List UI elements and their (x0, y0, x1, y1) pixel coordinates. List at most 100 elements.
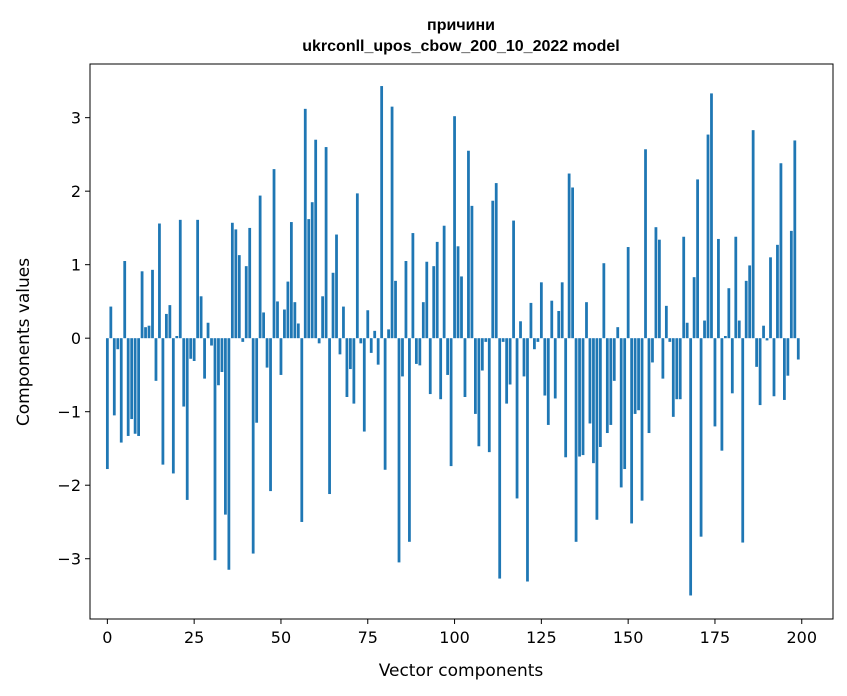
bar (185, 338, 189, 500)
bar (644, 149, 647, 339)
bar (605, 338, 609, 434)
x-tick-label: 200 (786, 628, 817, 647)
bar (658, 239, 661, 339)
bar (567, 173, 571, 339)
bar (609, 338, 613, 425)
bar (550, 300, 554, 339)
bar (342, 306, 345, 339)
bar (543, 338, 547, 396)
bar (345, 338, 349, 397)
bar (651, 338, 654, 363)
bar (171, 338, 175, 474)
bar (217, 338, 220, 386)
bar (654, 227, 658, 339)
bar (553, 338, 557, 399)
chart-title: причини (427, 17, 495, 34)
x-tick-label: 125 (526, 628, 557, 647)
bar (112, 338, 116, 416)
bar (369, 338, 373, 353)
bar (578, 338, 581, 457)
bar (418, 338, 422, 366)
bar (119, 338, 123, 443)
y-tick-label: 2 (71, 182, 81, 201)
bar (546, 338, 550, 425)
bar (671, 338, 675, 417)
bar (710, 93, 713, 339)
bar (133, 338, 137, 434)
bar (126, 338, 130, 436)
bar (713, 338, 717, 427)
bar (491, 200, 495, 339)
bar (453, 116, 456, 339)
bar (675, 338, 679, 400)
bar (533, 338, 536, 350)
bar (414, 338, 418, 364)
bar (390, 106, 394, 339)
bar (612, 338, 616, 381)
bar (692, 277, 696, 339)
bar (571, 187, 574, 339)
bar (456, 246, 460, 339)
bar (182, 338, 186, 407)
bar (501, 338, 505, 342)
bar (734, 236, 738, 339)
bar (220, 338, 224, 372)
bar (189, 338, 193, 359)
bar (539, 282, 543, 339)
plot-frame (89, 63, 834, 620)
x-tick-label: 100 (439, 628, 470, 647)
bar (404, 261, 408, 339)
bar (178, 219, 182, 339)
bar (758, 338, 762, 406)
chart-subtitle: ukrconll_upos_cbow_200_10_2022 model (302, 38, 619, 55)
bar (289, 222, 293, 339)
bar (762, 325, 765, 339)
y-axis-label: Components values (14, 258, 34, 426)
bar (730, 338, 734, 394)
x-tick-label: 75 (358, 628, 378, 647)
bar (581, 338, 585, 456)
bar (470, 205, 474, 339)
bar (783, 338, 786, 400)
bar (161, 338, 165, 465)
bar (595, 338, 599, 520)
bar (335, 234, 338, 339)
bar (192, 338, 196, 361)
bar (293, 302, 297, 339)
bar (626, 247, 630, 339)
bar (425, 261, 429, 339)
y-tick-label: 1 (71, 256, 81, 275)
bar (359, 338, 363, 344)
y-tick-label: 0 (71, 329, 81, 348)
bar (310, 202, 314, 339)
y-axis-ticks: −3 −2 −1 0 1 2 3 (57, 109, 90, 569)
bar (227, 338, 231, 570)
bar (258, 195, 262, 339)
bar (283, 309, 286, 339)
bar (272, 169, 276, 339)
x-axis-label: Vector components (379, 661, 544, 681)
bar (383, 338, 387, 470)
bar (435, 241, 439, 339)
y-tick-label: 3 (71, 109, 81, 128)
bar (630, 338, 634, 524)
bar (237, 255, 241, 339)
bar (324, 147, 328, 339)
bar (769, 257, 772, 339)
bar (248, 227, 252, 339)
bar (109, 306, 113, 339)
bar (168, 305, 172, 339)
bar (519, 321, 522, 339)
bar (300, 338, 304, 522)
bar (515, 338, 519, 499)
bar (428, 338, 432, 395)
bar (255, 338, 259, 423)
bar (796, 338, 800, 360)
bar (411, 233, 415, 339)
bar (123, 261, 127, 339)
bar (105, 338, 109, 470)
bar (484, 338, 488, 342)
bar (744, 280, 748, 339)
bar (317, 338, 321, 344)
